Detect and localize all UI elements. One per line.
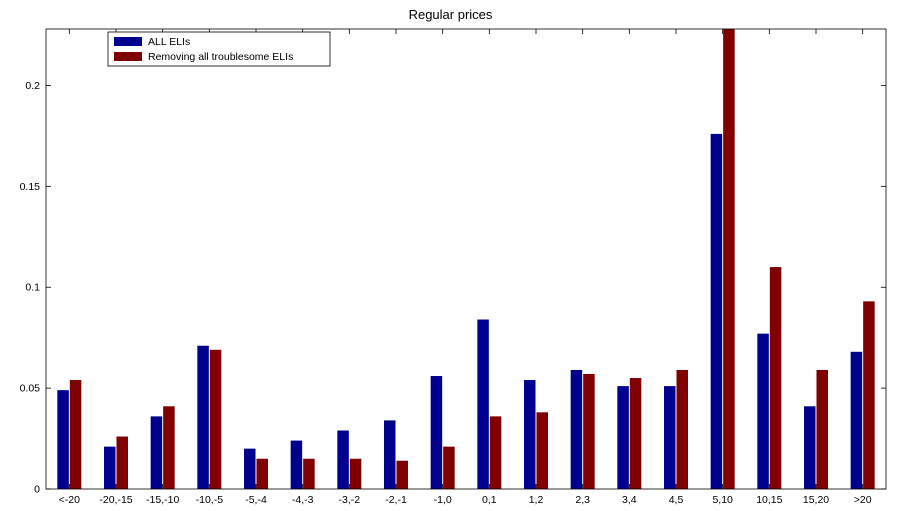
axes-frame — [45, 28, 887, 490]
bar-removing-troublesome-11 — [583, 374, 595, 489]
bar-all-elis-0 — [57, 390, 69, 489]
bar-removing-troublesome-8 — [443, 446, 455, 489]
bar-all-elis-11 — [570, 369, 583, 489]
x-tick-label: -5,-4 — [245, 494, 267, 506]
bar-all-elis-12 — [617, 386, 629, 489]
bar-all-elis-9 — [477, 319, 489, 489]
legend-swatch-1 — [114, 52, 142, 61]
x-tick-label: 0,1 — [482, 494, 497, 506]
bar-all-elis-7 — [384, 420, 396, 489]
x-tick-label: -3,-2 — [339, 494, 361, 506]
bar-all-elis-17 — [850, 351, 863, 489]
bar-removing-troublesome-3 — [209, 349, 222, 489]
bar-all-elis-8 — [430, 376, 443, 489]
x-tick-label: 5,10 — [712, 494, 733, 506]
bar-removing-troublesome-4 — [256, 458, 268, 489]
y-tick-label: 0 — [34, 484, 40, 496]
bar-all-elis-6 — [337, 430, 349, 489]
bar-all-elis-1 — [104, 446, 116, 489]
bar-all-elis-15 — [757, 333, 769, 489]
bar-removing-troublesome-1 — [116, 436, 128, 489]
bar-all-elis-14 — [710, 133, 723, 489]
bar-removing-troublesome-2 — [163, 406, 175, 489]
x-tick-label: -20,-15 — [99, 494, 132, 506]
bar-all-elis-16 — [804, 406, 816, 489]
bar-removing-troublesome-5 — [303, 458, 315, 489]
x-tick-label: -10,-5 — [196, 494, 224, 506]
bar-removing-troublesome-6 — [349, 458, 362, 489]
y-tick-label: 0.2 — [25, 80, 40, 92]
bar-removing-troublesome-9 — [489, 416, 502, 489]
bar-removing-troublesome-17 — [863, 301, 875, 489]
bar-all-elis-2 — [150, 416, 163, 489]
x-tick-label: 4,5 — [669, 494, 684, 506]
legend-box — [107, 31, 331, 67]
x-tick-label: -1,0 — [434, 494, 452, 506]
x-tick-label: 1,2 — [529, 494, 544, 506]
x-tick-label: -4,-3 — [292, 494, 314, 506]
y-tick-label: 0.15 — [20, 181, 41, 193]
bar-all-elis-3 — [197, 345, 209, 489]
x-tick-label: -15,-10 — [146, 494, 179, 506]
x-tick-label: -2,-1 — [385, 494, 407, 506]
x-tick-label: 10,15 — [756, 494, 782, 506]
bar-all-elis-10 — [524, 380, 536, 489]
legend-label-0: ALL ELIs — [148, 36, 190, 48]
bar-all-elis-5 — [290, 440, 303, 489]
bar-removing-troublesome-14 — [723, 29, 735, 489]
x-tick-label: 3,4 — [622, 494, 637, 506]
y-tick-label: 0.05 — [20, 383, 41, 395]
legend-swatch-0 — [114, 37, 142, 46]
bar-removing-troublesome-10 — [536, 412, 548, 489]
legend-label-1: Removing all troublesome ELIs — [148, 51, 293, 63]
x-tick-label: <-20 — [59, 494, 80, 506]
bar-removing-troublesome-0 — [69, 380, 82, 489]
bar-removing-troublesome-15 — [769, 267, 782, 489]
x-tick-label: >20 — [854, 494, 872, 506]
y-tick-label: 0.1 — [25, 282, 40, 294]
x-tick-label: 2,3 — [575, 494, 590, 506]
bar-removing-troublesome-13 — [676, 369, 688, 489]
bar-removing-troublesome-16 — [816, 369, 828, 489]
bar-all-elis-13 — [664, 386, 676, 489]
x-tick-label: 15,20 — [803, 494, 829, 506]
bar-removing-troublesome-12 — [629, 378, 642, 489]
chart-title: Regular prices — [408, 7, 493, 22]
bar-all-elis-4 — [244, 448, 256, 489]
bar-removing-troublesome-7 — [396, 460, 408, 489]
